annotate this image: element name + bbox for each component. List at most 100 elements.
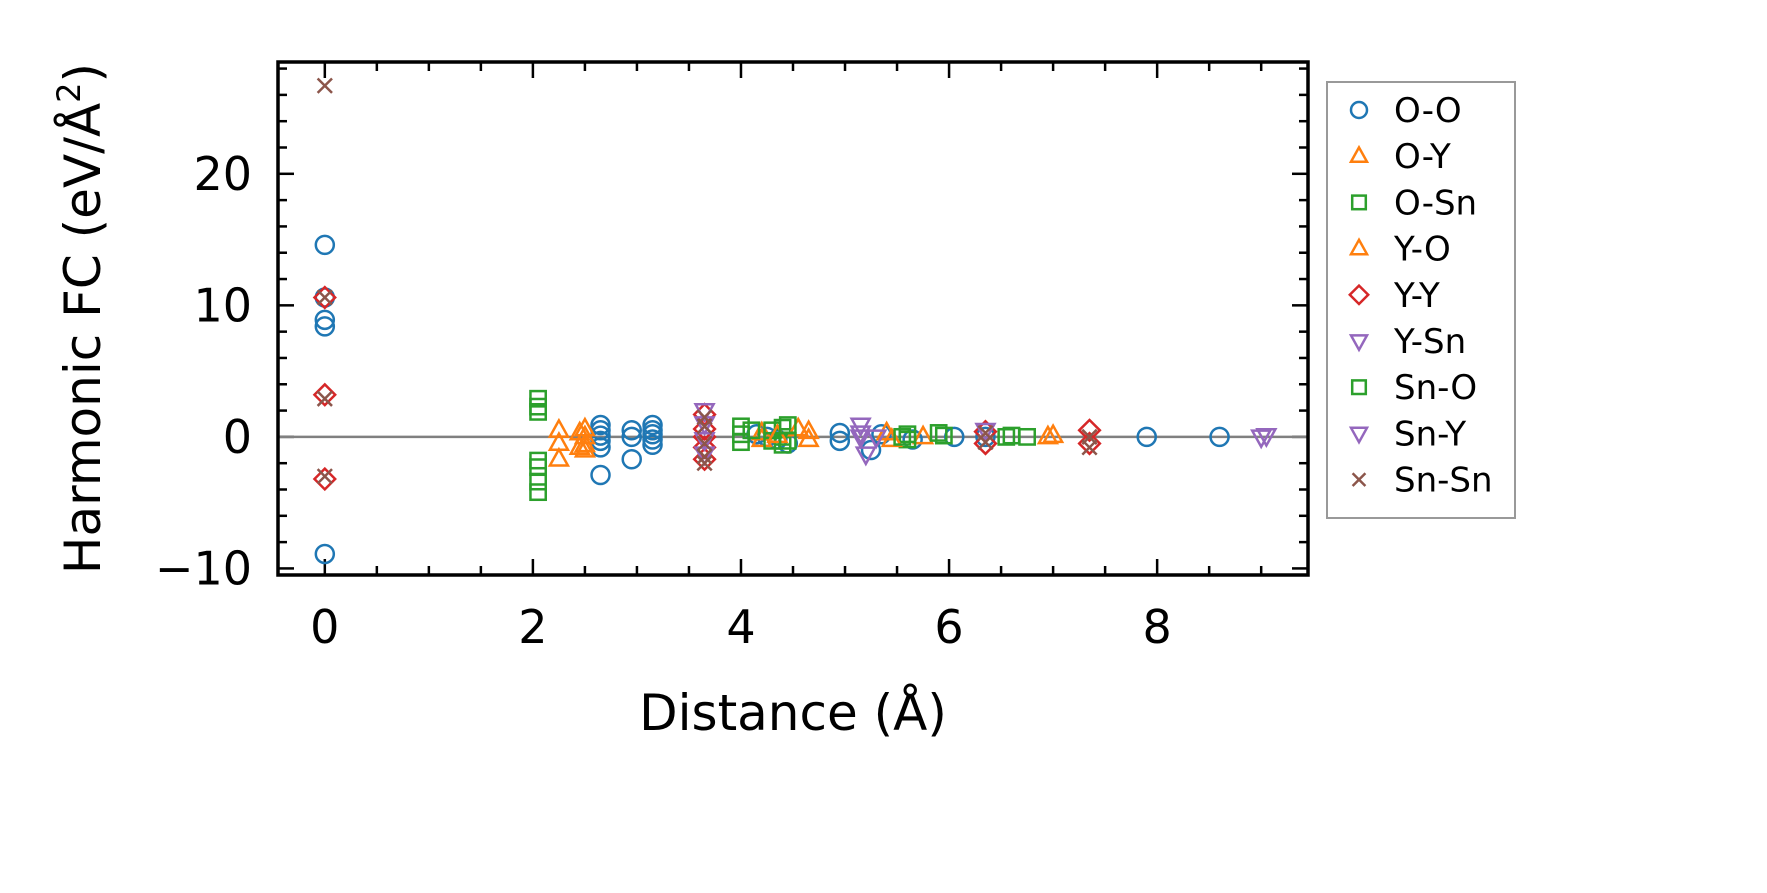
point-y-y bbox=[312, 285, 337, 310]
point-o-o bbox=[1209, 426, 1230, 448]
point-o-y bbox=[797, 427, 820, 448]
legend-marker-o-o bbox=[1349, 100, 1369, 120]
point-sn-y bbox=[849, 425, 872, 446]
legend-marker-sn-y bbox=[1348, 426, 1370, 445]
point-sn-o bbox=[778, 431, 797, 450]
point-sn-sn bbox=[696, 455, 713, 472]
plot-frame bbox=[276, 60, 1310, 577]
legend-marker-y-sn bbox=[1348, 334, 1370, 353]
x-tick-label: 0 bbox=[310, 600, 339, 654]
point-o-o bbox=[829, 422, 851, 444]
point-o-o bbox=[314, 309, 336, 331]
point-y-o bbox=[568, 434, 591, 455]
point-y-sn bbox=[1250, 429, 1273, 450]
point-o-o bbox=[902, 429, 923, 450]
legend-marker-o-y bbox=[1348, 144, 1370, 164]
x-tick-label: 2 bbox=[518, 600, 547, 654]
point-sn-y bbox=[865, 429, 888, 450]
point-o-o bbox=[621, 426, 642, 448]
point-o-o bbox=[314, 234, 336, 256]
point-o-y bbox=[911, 424, 935, 445]
point-o-o bbox=[1136, 426, 1157, 448]
legend-label-o-o: O-O bbox=[1394, 91, 1462, 131]
point-sn-sn bbox=[696, 448, 713, 465]
y-tick-label: 10 bbox=[193, 278, 252, 332]
point-o-y bbox=[750, 420, 773, 441]
point-o-o bbox=[314, 543, 336, 565]
point-sn-sn bbox=[316, 468, 333, 485]
point-sn-sn bbox=[977, 434, 994, 451]
point-o-y bbox=[573, 424, 597, 445]
point-o-o bbox=[590, 414, 611, 436]
legend-label-sn-o: Sn-O bbox=[1394, 368, 1477, 408]
legend-marker-sn-sn bbox=[1351, 472, 1367, 487]
point-o-o bbox=[642, 414, 663, 436]
point-sn-sn bbox=[696, 435, 713, 452]
point-o-y bbox=[1036, 424, 1060, 445]
legend-marker-y-o bbox=[1348, 237, 1370, 256]
legend-label-o-y: O-Y bbox=[1394, 137, 1451, 177]
legend-label-y-o: Y-O bbox=[1393, 230, 1451, 270]
point-o-y bbox=[547, 417, 571, 438]
point-y-y bbox=[692, 416, 717, 442]
point-o-o bbox=[621, 420, 642, 441]
legend-box bbox=[1326, 81, 1516, 519]
point-sn-o bbox=[1002, 426, 1021, 445]
point-o-sn bbox=[732, 433, 750, 452]
point-o-o bbox=[860, 439, 882, 461]
y-axis-label-superscript: 2 bbox=[50, 82, 88, 102]
point-o-o bbox=[975, 426, 996, 448]
legend-marker-o-sn bbox=[1350, 194, 1368, 211]
legend-marker-sn-o bbox=[1350, 379, 1368, 396]
point-o-y bbox=[573, 432, 597, 453]
point-o-sn bbox=[529, 472, 548, 491]
legend-label-y-sn: Y-Sn bbox=[1393, 322, 1466, 362]
y-tick-label: 20 bbox=[193, 147, 252, 201]
y-tick-label: 0 bbox=[223, 410, 252, 464]
point-sn-o bbox=[742, 421, 761, 440]
point-o-sn bbox=[934, 426, 953, 445]
point-o-sn bbox=[997, 427, 1016, 446]
point-sn-sn bbox=[316, 390, 333, 407]
point-o-sn bbox=[529, 483, 548, 502]
legend-marker-y-y bbox=[1348, 283, 1370, 306]
point-sn-sn bbox=[1081, 439, 1098, 456]
y-axis-label-base: Harmonic FC (eV/Å bbox=[54, 103, 112, 574]
x-axis-label: Distance (Å) bbox=[639, 684, 947, 742]
point-y-sn bbox=[854, 446, 877, 467]
point-y-y bbox=[312, 466, 337, 492]
point-y-o bbox=[1041, 423, 1065, 444]
point-y-o bbox=[880, 427, 903, 448]
point-o-o bbox=[621, 448, 642, 470]
point-sn-sn bbox=[696, 418, 713, 435]
y-axis-label-close: ) bbox=[54, 63, 112, 83]
point-o-sn bbox=[898, 430, 917, 449]
point-y-sn bbox=[849, 429, 872, 450]
point-o-y bbox=[573, 437, 597, 458]
point-o-y bbox=[547, 446, 571, 467]
point-o-o bbox=[642, 424, 663, 445]
point-sn-y bbox=[1255, 428, 1278, 449]
legend-label-y-y: Y-Y bbox=[1393, 276, 1440, 316]
point-o-o bbox=[642, 434, 663, 456]
y-axis-label: Harmonic FC (eV/Å2) bbox=[50, 63, 112, 574]
x-tick-label: 6 bbox=[934, 600, 963, 654]
data-points bbox=[312, 77, 1278, 565]
legend-label-o-sn: O-Sn bbox=[1394, 183, 1477, 223]
point-y-y bbox=[1077, 418, 1102, 443]
point-o-o bbox=[590, 464, 611, 486]
point-sn-sn bbox=[316, 77, 333, 94]
point-o-o bbox=[829, 430, 851, 452]
point-o-sn bbox=[529, 402, 548, 421]
legend-label-sn-sn: Sn-Sn bbox=[1394, 461, 1493, 501]
legend-label-sn-y: Sn-Y bbox=[1394, 414, 1466, 454]
point-y-sn bbox=[974, 422, 997, 443]
point-y-sn bbox=[693, 431, 716, 452]
point-o-o bbox=[642, 429, 663, 450]
y-tick-label: −10 bbox=[155, 541, 252, 595]
point-y-o bbox=[787, 416, 810, 437]
point-sn-o bbox=[929, 424, 948, 442]
legend: O-O O-Y O-Sn Y-O Y-Y Y-Sn Sn-O Sn-Y Sn-Sn bbox=[1326, 81, 1516, 519]
x-tick-label: 4 bbox=[726, 600, 755, 654]
point-y-sn bbox=[693, 446, 716, 467]
